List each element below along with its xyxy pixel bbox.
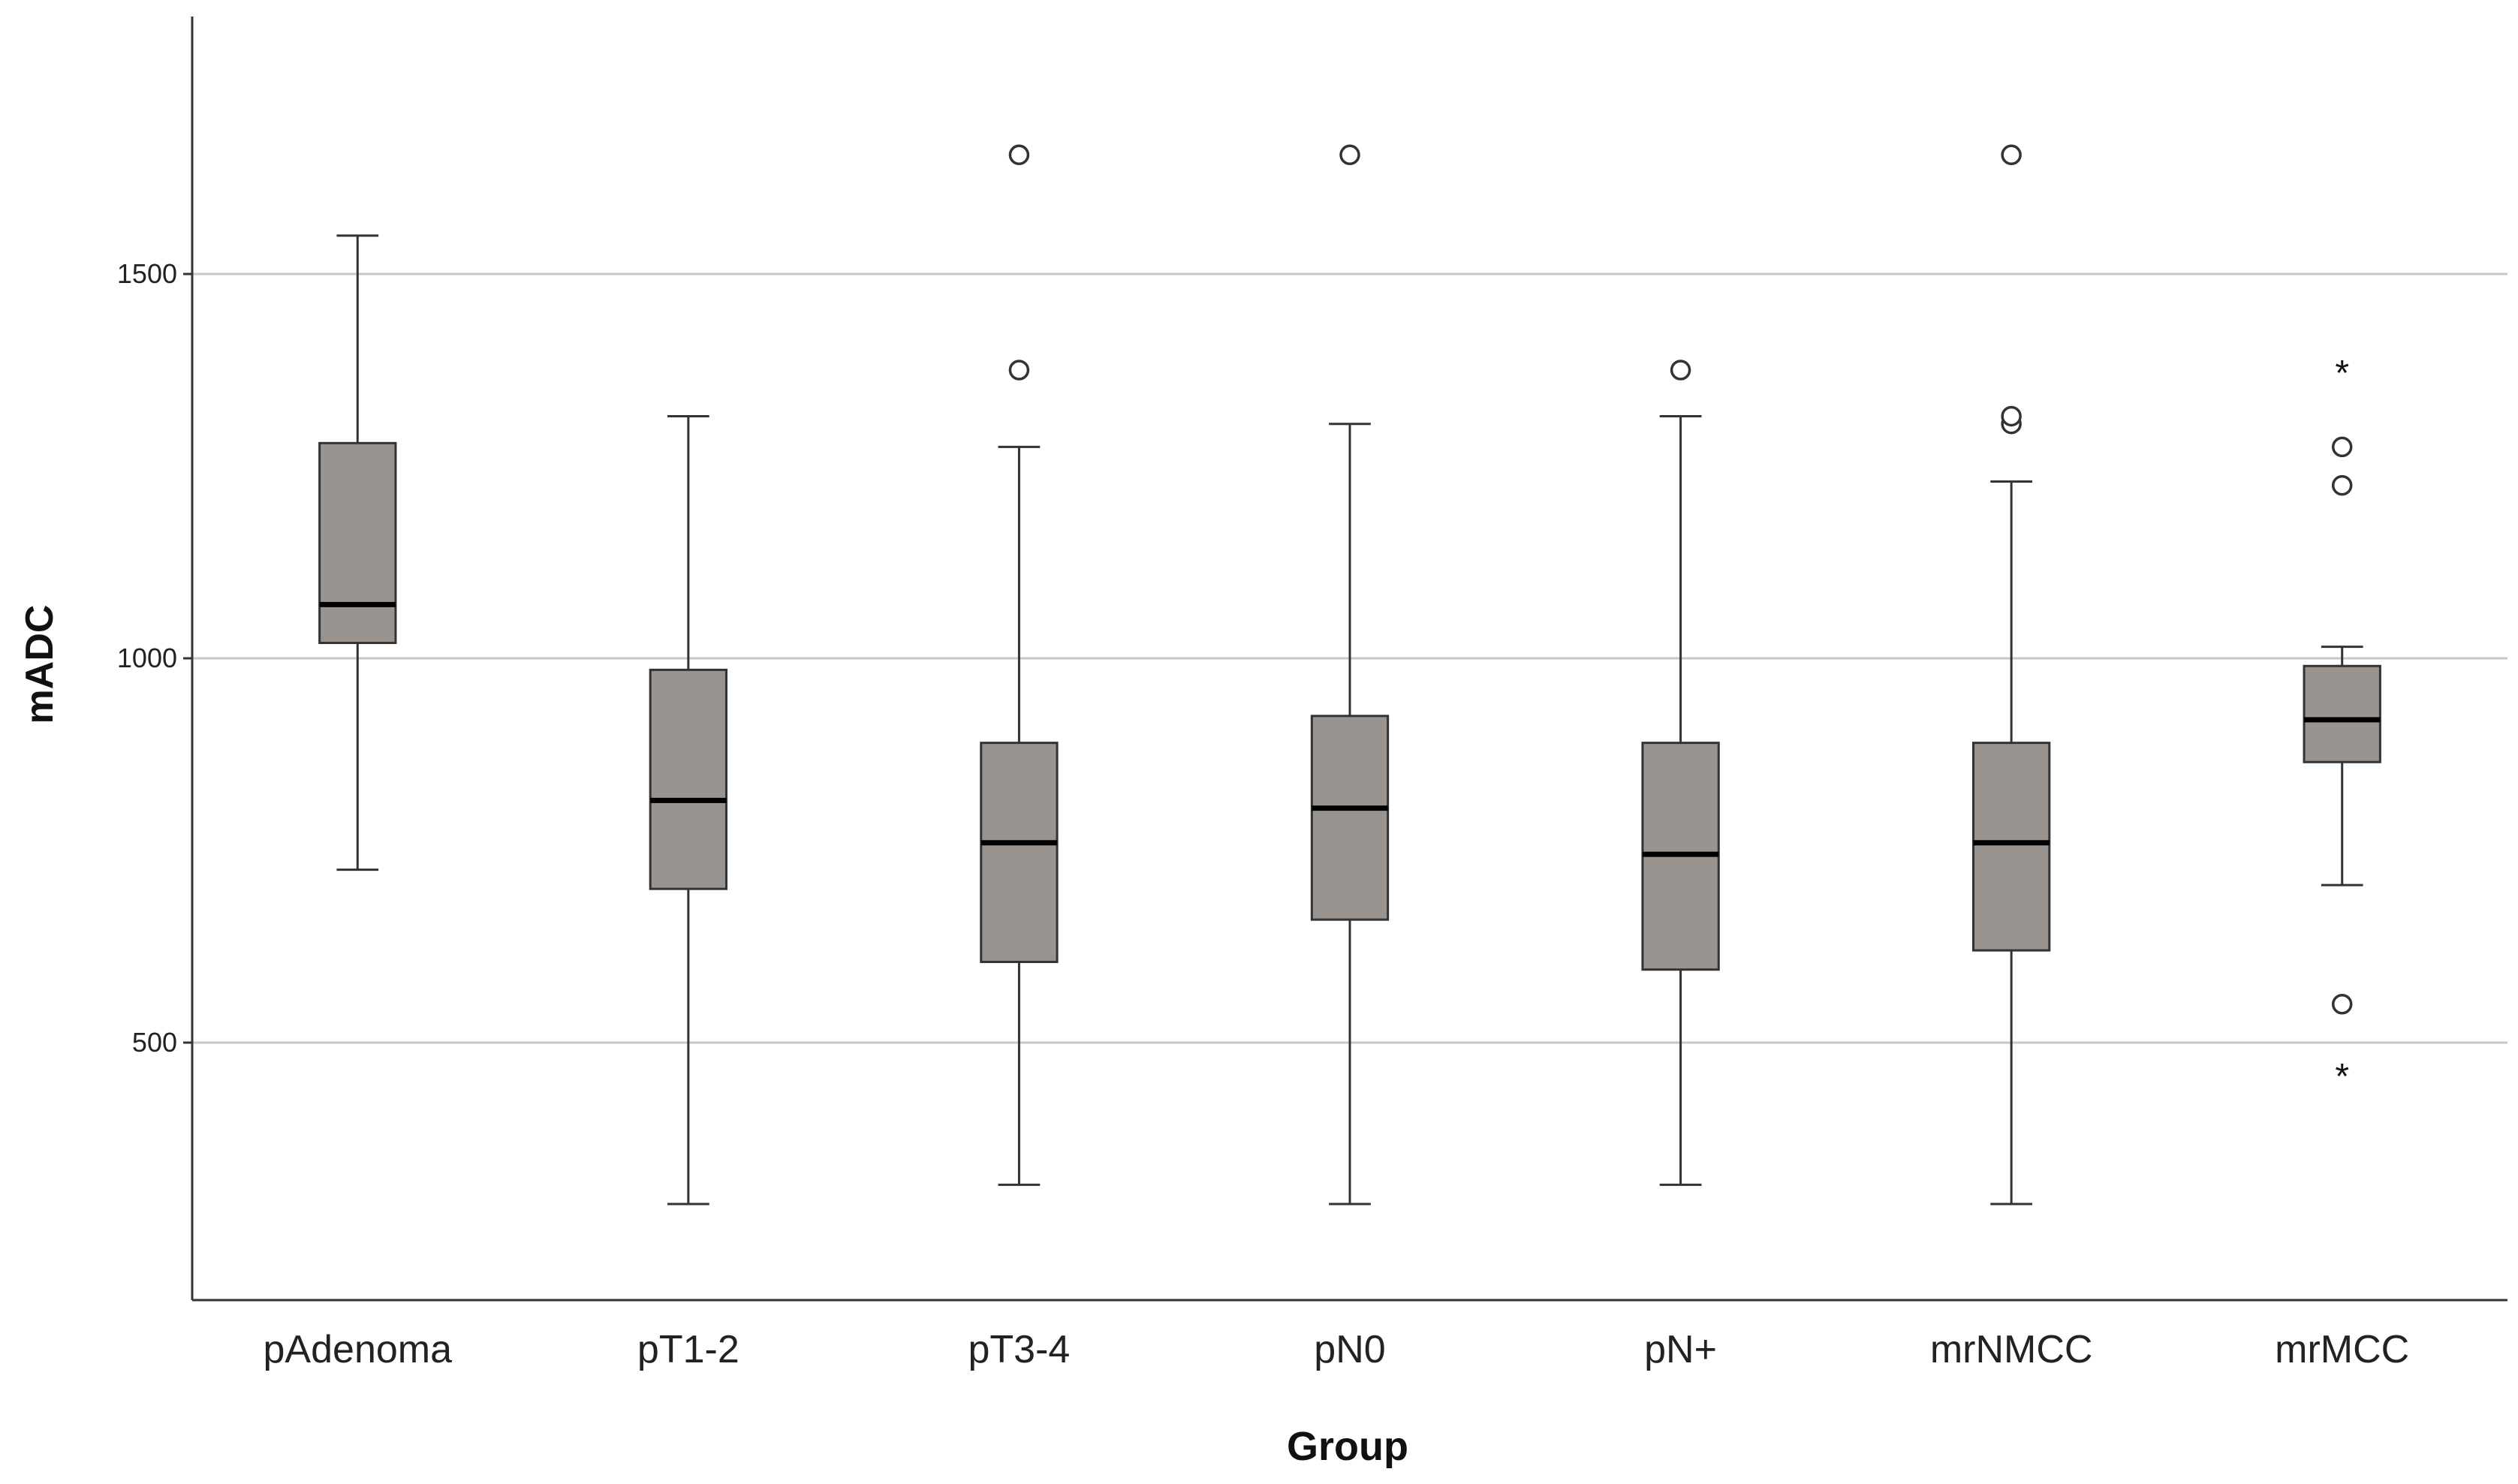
extreme-point: * [2335, 1057, 2349, 1097]
outlier-point [1008, 360, 1030, 381]
iqr-box [649, 668, 728, 890]
box-group-pN0 [1310, 144, 1390, 1206]
iqr-box [2303, 664, 2381, 763]
box-group-pT3-4 [980, 144, 1059, 1186]
x-tick-label: pT3-4 [968, 1328, 1071, 1371]
outlier-point [2331, 436, 2353, 458]
outlier-point [2331, 474, 2353, 496]
y-axis-label: mADC [18, 605, 62, 724]
iqr-box [1310, 715, 1390, 921]
x-tick-label: pN0 [1314, 1328, 1385, 1371]
outlier-point [1339, 144, 1360, 166]
outlier-point [1008, 144, 1030, 166]
boxes: ** [318, 144, 2381, 1206]
x-tick-label: pT1-2 [637, 1328, 739, 1371]
box-group-pN+ [1641, 360, 1720, 1186]
x-tick-label: pN+ [1644, 1328, 1717, 1371]
iqr-box [980, 742, 1059, 963]
x-axis-label: Group [1287, 1424, 1408, 1469]
x-tick-label: pAdenoma [264, 1328, 453, 1371]
iqr-box [318, 441, 397, 645]
outlier-point [2001, 144, 2022, 166]
extreme-point: * [2335, 354, 2349, 393]
y-tick-label: 500 [132, 1027, 177, 1058]
iqr-box [1971, 742, 2051, 952]
y-tick-label: 1500 [117, 258, 177, 289]
y-tick-labels: 500 1000 1500 [117, 258, 192, 1058]
x-tick-label: mrMCC [2275, 1328, 2409, 1371]
x-tick-label: mrNMCC [1930, 1328, 2093, 1371]
box-group-mrNMCC [1971, 144, 2051, 1206]
box-group-pT1-2 [649, 414, 728, 1206]
box-group-mrMCC: ** [2303, 354, 2381, 1097]
outlier-point [2331, 994, 2353, 1015]
outlier-point [2001, 405, 2022, 427]
box-group-pAdenoma [318, 234, 397, 871]
x-tick-labels: pAdenoma pT1-2 pT3-4 pN0 pN+ mrNMCC mrMCC [264, 1328, 2410, 1371]
outlier-point [1670, 360, 1691, 381]
y-tick-label: 1000 [117, 643, 177, 673]
